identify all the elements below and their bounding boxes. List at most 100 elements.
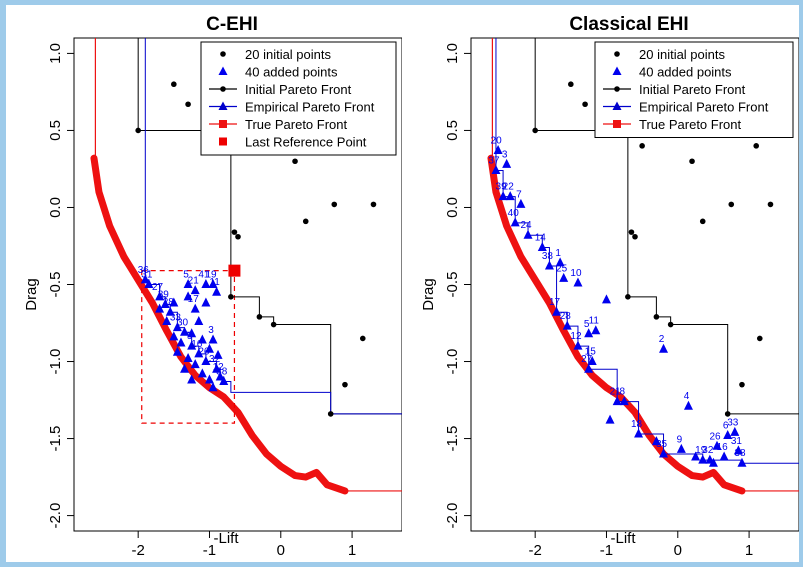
added-point (169, 297, 179, 307)
added-point (183, 291, 193, 301)
x-axis-label: -Lift (213, 530, 239, 547)
legend-box (594, 41, 794, 138)
added-point-label: 10 (570, 268, 582, 279)
y-tick-label: 0.5 (47, 120, 64, 141)
added-point (523, 229, 533, 239)
added-point (212, 286, 222, 296)
legend-marker-point (614, 51, 620, 57)
added-point-label: 38 (734, 448, 746, 459)
added-point (555, 257, 565, 267)
added-point-label: 25 (556, 263, 568, 274)
initial-point (639, 143, 645, 149)
added-point-label: 17 (549, 297, 561, 308)
added-point (204, 374, 214, 384)
added-point (215, 371, 225, 381)
added-point-label: 37 (488, 155, 500, 166)
initial-point (171, 81, 177, 88)
y-tick-label: -1.0 (47, 349, 64, 375)
added-point (493, 144, 503, 154)
added-point (573, 277, 583, 287)
added-point-label: 21 (610, 387, 622, 398)
added-point (201, 356, 211, 366)
added-point (691, 451, 701, 461)
y-tick-label: 0.0 (47, 197, 64, 218)
added-point-label: 18 (631, 419, 643, 430)
added-point (491, 164, 501, 174)
added-point-label: 11 (209, 277, 220, 288)
added-point-label: 20 (491, 135, 503, 146)
added-point-label: 19 (205, 270, 217, 281)
y-tick-label: -1.0 (444, 349, 461, 375)
added-point-label: 5 (183, 270, 189, 281)
added-point-label: 12 (570, 331, 582, 342)
legend-label: True Pareto Front (245, 117, 348, 132)
plot-area: 3631273928521411911173330391626321238 (90, 38, 402, 495)
added-point-label: 4 (684, 391, 690, 402)
added-point (562, 320, 572, 330)
initial-point (256, 314, 263, 320)
added-point-label: 30 (177, 317, 189, 328)
added-point (659, 343, 669, 353)
added-point (213, 349, 223, 359)
legend-marker-point (220, 51, 226, 57)
x-tick-label: -1 (203, 542, 216, 559)
added-point (634, 428, 644, 438)
added-point-label: 21 (188, 276, 200, 287)
initial-point (753, 143, 760, 149)
legend-label: Last Reference Point (245, 135, 367, 150)
initial-point (235, 233, 241, 240)
added-point-label: 33 (727, 417, 739, 428)
added-point-label: 33 (170, 313, 182, 324)
added-point (201, 279, 211, 288)
last-reference-point (228, 264, 241, 277)
y-tick-label: 0.5 (444, 120, 461, 141)
initial-point (231, 229, 238, 235)
initial-point (228, 294, 234, 300)
y-tick-label: 1.0 (444, 43, 461, 64)
x-tick-label: 1 (745, 542, 753, 559)
added-point (502, 158, 512, 168)
added-point (187, 340, 197, 350)
added-point-label: 7 (516, 189, 522, 200)
initial-point (756, 335, 763, 342)
y-tick-label: -0.5 (47, 272, 64, 298)
added-point (573, 340, 583, 350)
added-point (619, 396, 629, 406)
initial-point (653, 314, 660, 320)
added-point (162, 315, 172, 325)
added-point-label: 3 (502, 149, 508, 160)
added-point-label: 39 (158, 290, 170, 301)
added-point (197, 334, 207, 344)
legend-marker-triangle (612, 101, 622, 110)
legend-marker-triangle (612, 66, 622, 75)
added-point (187, 374, 197, 384)
added-point (516, 198, 526, 208)
added-point (733, 445, 743, 455)
added-point (708, 457, 718, 467)
added-point (612, 396, 622, 406)
initial-point (628, 229, 635, 235)
legend-label: Initial Pareto Front (245, 82, 352, 97)
added-point-label: 14 (535, 233, 547, 244)
added-point-label: 41 (198, 270, 210, 281)
added-point (194, 315, 204, 325)
legend-marker-square (219, 120, 227, 128)
added-point-label: 32 (702, 445, 714, 456)
legend-marker-triangle (218, 101, 228, 110)
legend-label: 40 added points (639, 65, 732, 80)
added-point (505, 191, 515, 201)
added-point (737, 457, 747, 467)
added-point (172, 346, 182, 356)
added-point-label: 22 (503, 182, 515, 193)
added-point (683, 400, 693, 410)
added-point-label: 38 (542, 251, 554, 262)
added-point (587, 356, 597, 366)
y-axis-label: Drag (23, 278, 40, 311)
initial-point (625, 294, 631, 300)
added-point (537, 242, 547, 252)
added-point (719, 451, 729, 461)
added-point-label: 11 (589, 316, 600, 327)
initial-point (302, 218, 309, 225)
added-point-label: 15 (585, 347, 597, 358)
added-point (212, 363, 222, 373)
